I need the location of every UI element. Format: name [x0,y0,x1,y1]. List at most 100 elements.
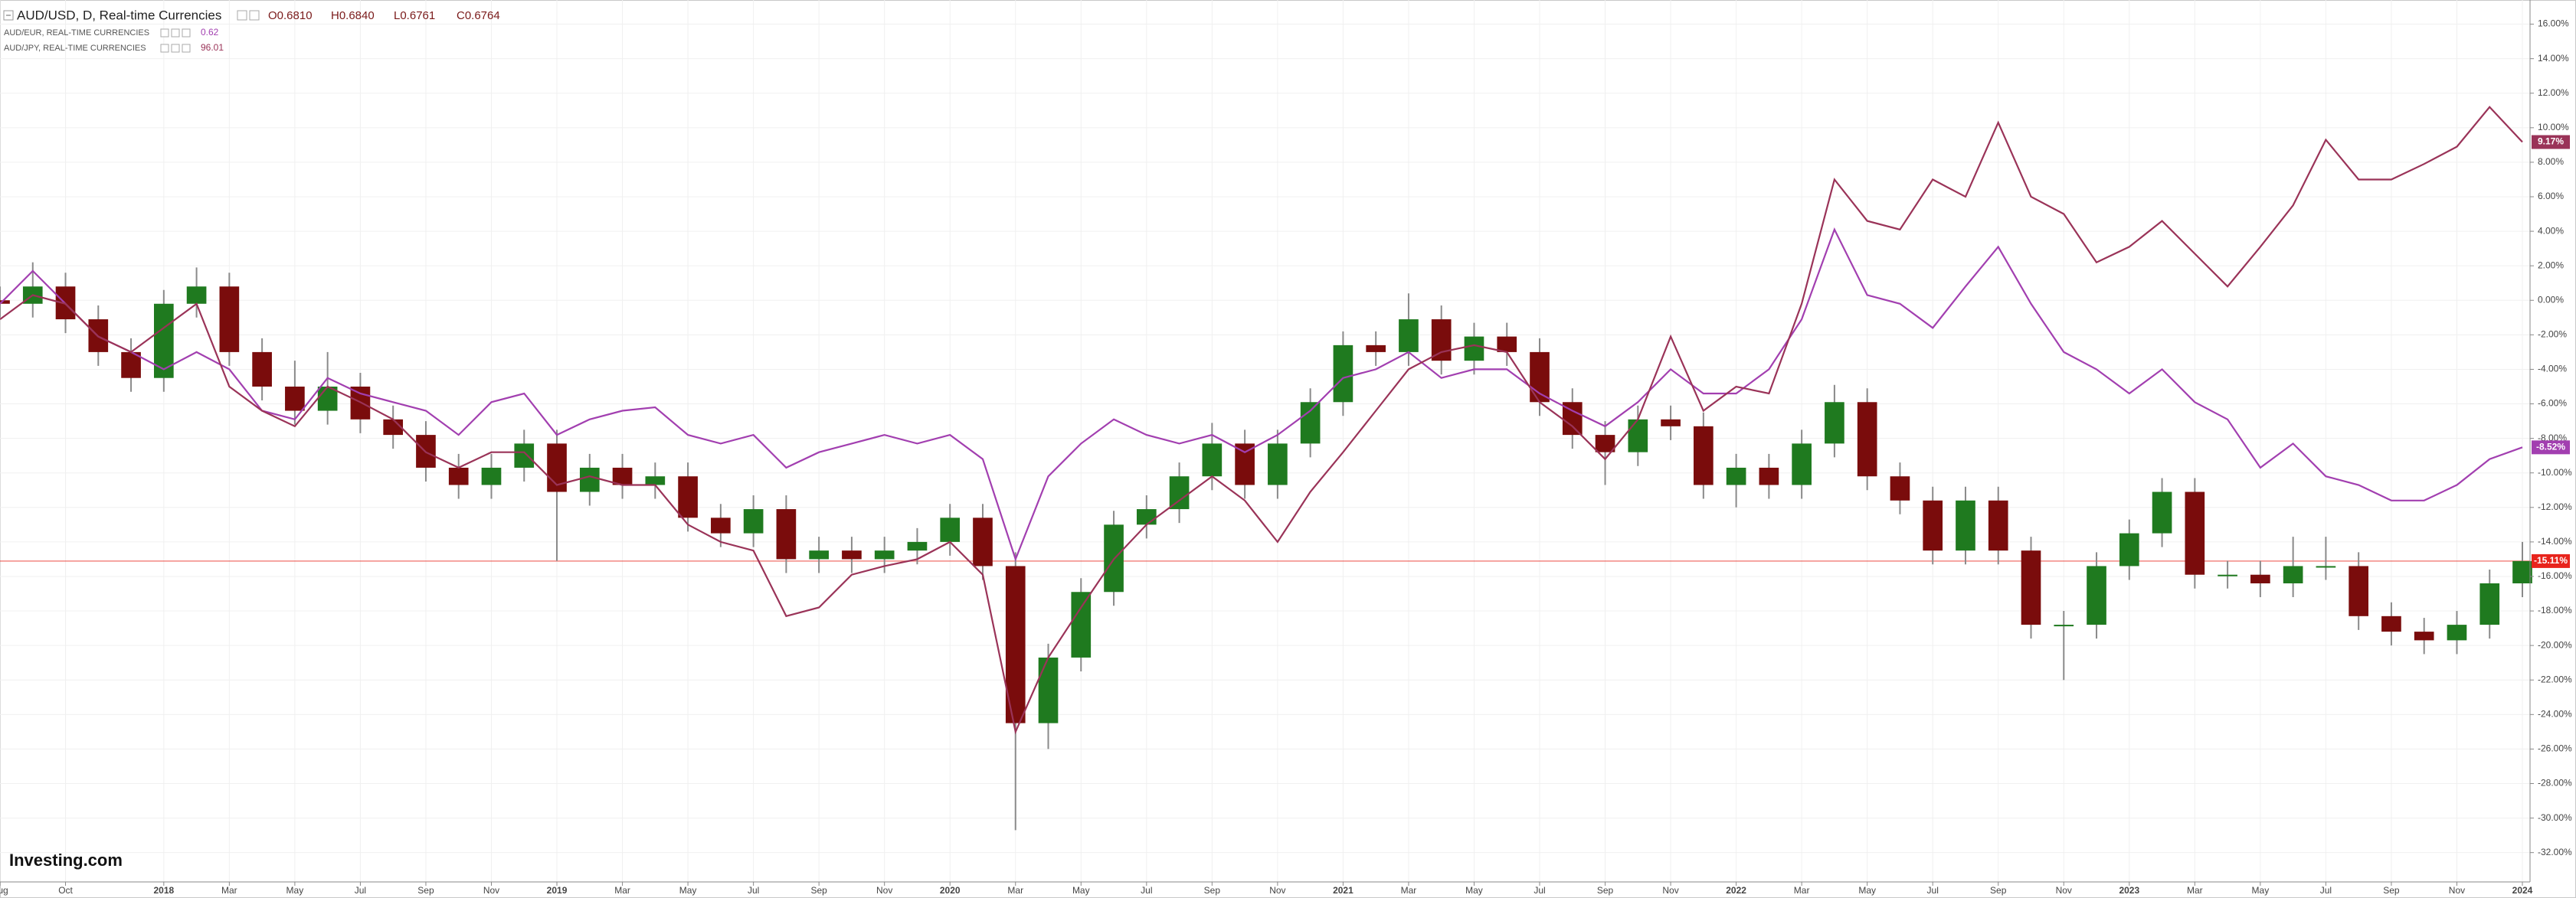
candle-body [1988,500,2008,551]
candle-body [1169,476,1190,510]
candle-body [2349,566,2368,616]
candle-body [743,509,764,534]
candle-body [809,550,829,560]
x-tick-label: Sep [1597,885,1614,896]
y-tick-label: 0.00% [2538,294,2564,305]
candle-body [2119,533,2139,567]
x-tick-label: Jul [355,885,366,896]
y-tick-label: -12.00% [2538,501,2572,512]
icon[interactable] [182,44,191,53]
x-tick-label: Oct [58,885,73,896]
icon[interactable] [237,10,247,21]
icon[interactable] [171,28,180,38]
candle-body [2316,566,2336,568]
x-tick-label: May [1072,885,1090,896]
candle-body [579,467,600,492]
y-tick-label: -6.00% [2538,398,2567,409]
candle-body [2283,566,2303,583]
x-tick-label: Jul [1141,885,1152,896]
x-tick-label: May [2252,885,2270,896]
icon[interactable] [160,44,169,53]
y-tick-label: 14.00% [2538,53,2569,64]
candle-body [1431,319,1452,361]
x-tick-label: Nov [2056,885,2072,896]
x-tick-label: Mar [221,885,237,896]
x-tick-label: Jul [748,885,759,896]
candle-body [1595,435,1615,452]
grid [0,0,2530,882]
candle-body [973,518,993,567]
x-tick-label: 2022 [1726,885,1746,896]
x-tick-label: 2024 [2512,885,2533,896]
candle-body [1890,476,1910,501]
candle-body [2250,574,2270,583]
candle-body [1366,345,1386,352]
icon[interactable] [160,28,169,38]
candle-body [842,550,862,560]
ohlc-value: H0.6840 [331,9,375,22]
axes: 16.00% 14.00% 12.00% 10.00% 8.00% 6.00% 4.00% 2… [0,18,2572,896]
ohlc-value: L0.6761 [394,9,435,22]
x-tick-label: May [679,885,697,896]
candle-body [2087,566,2106,625]
y-tick-label: 6.00% [2538,191,2564,201]
candle-body [1497,336,1517,352]
candle-body [2414,632,2434,641]
icon[interactable] [249,10,260,21]
x-tick-label: 2019 [547,885,568,896]
x-tick-label: Mar [1794,885,1810,896]
ohlc-values: O0.6810 H0.6840 L0.6761 C0.6764 [237,9,500,22]
icon[interactable] [171,44,180,53]
x-tick-label: Sep [810,885,827,896]
candle-body [2152,491,2172,534]
x-tick-label: 2018 [153,885,174,896]
x-tick-label: Sep [1990,885,2007,896]
ohlc-value: O0.6810 [268,9,313,22]
icon[interactable] [182,28,191,38]
x-tick-label: Nov [1269,885,1285,896]
legend: AUD/EUR, REAL-TIME CURRENCIES 0.62 AUD/JPY… [4,27,224,53]
x-tick-label: Nov [483,885,499,896]
plot [0,106,2532,831]
x-tick-label: Jul [1533,885,1545,896]
candle-body [252,351,272,387]
candle-body [2512,560,2532,583]
candle-body [2185,491,2205,575]
candle-body [940,518,961,542]
watermark: Investing.com [9,851,123,870]
y-tick-label: 4.00% [2538,225,2564,236]
candle-body [612,467,633,485]
x-tick-label: 2021 [1333,885,1353,896]
candle-body [711,518,731,534]
x-tick-label: May [1858,885,1876,896]
candle-body [874,550,895,560]
x-tick-label: Sep [417,885,434,896]
candle-body [186,286,207,304]
candle-body [1661,419,1681,426]
y-tick-label: -24.00% [2538,708,2572,719]
candle-body [1202,443,1223,477]
x-tick-label: Mar [1401,885,1417,896]
x-tick-label: Jul [1927,885,1939,896]
x-tick-label: Nov [1662,885,1678,896]
candle-body [907,541,928,551]
legend-name: AUD/JPY, REAL-TIME CURRENCIES [4,44,146,53]
candle-body [1857,402,1877,477]
candle-body [285,386,305,411]
candle-body [1530,351,1550,403]
candle-body [1268,443,1288,485]
candle-body [1300,402,1321,444]
y-tick-label: 2.00% [2538,260,2564,270]
candle-body [514,443,535,468]
candle-body [1464,336,1484,361]
y-tick-label: 12.00% [2538,87,2569,98]
candle-body [2218,574,2237,576]
y-tick-label: -8.00% [2538,433,2567,443]
candle-body [448,467,469,485]
series-line [0,106,2523,735]
candle-body [1726,467,1746,485]
candle-body [1333,345,1353,403]
